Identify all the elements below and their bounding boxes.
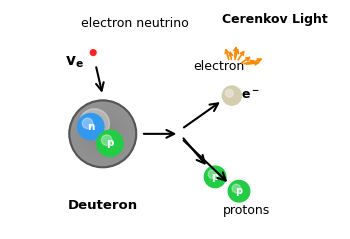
Text: p: p [106,138,114,148]
Circle shape [226,89,233,97]
Text: $\mathbf{v_e}$: $\mathbf{v_e}$ [64,54,83,70]
Text: n: n [87,122,95,132]
Text: electron neutrino: electron neutrino [81,17,189,30]
Text: Deuteron: Deuteron [68,199,138,212]
Text: protons: protons [223,204,270,217]
Circle shape [222,86,241,105]
Circle shape [79,109,110,139]
Circle shape [90,121,115,146]
Circle shape [74,105,132,163]
Circle shape [228,180,250,202]
Text: electron: electron [194,60,245,73]
Circle shape [82,118,93,129]
Text: p: p [236,186,243,196]
Circle shape [86,117,119,151]
Circle shape [208,170,217,179]
Circle shape [82,113,124,155]
Circle shape [69,100,136,167]
Circle shape [99,130,107,138]
Text: $\mathbf{e^-}$: $\mathbf{e^-}$ [241,89,260,102]
Text: p: p [211,172,219,182]
Circle shape [69,100,136,167]
Circle shape [78,109,128,159]
Text: Cerenkov Light: Cerenkov Light [222,13,328,26]
Circle shape [90,50,96,55]
Circle shape [97,130,123,157]
Circle shape [78,114,104,140]
Circle shape [232,184,240,193]
Circle shape [102,135,112,145]
Circle shape [94,125,111,142]
Circle shape [204,166,226,188]
